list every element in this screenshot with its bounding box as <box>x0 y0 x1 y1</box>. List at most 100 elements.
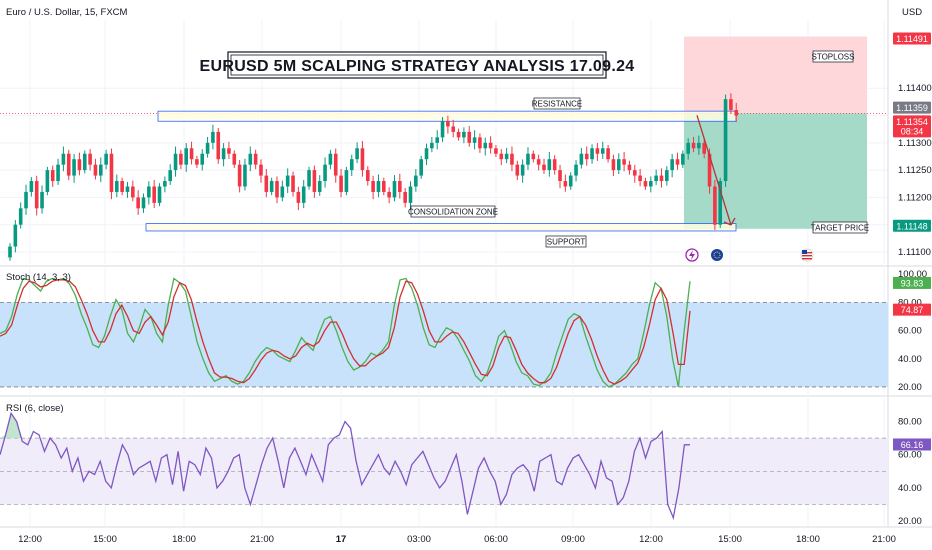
candle-body-33 <box>184 148 189 165</box>
consolidation-label-box <box>410 205 496 218</box>
candle-body-108 <box>584 153 589 160</box>
event-icons[interactable] <box>685 248 814 262</box>
candle-body-89 <box>483 142 488 149</box>
rsi-tick-3: 20.00 <box>898 516 922 527</box>
analysis-title-box: EURUSD 5M SCALPING STRATEGY ANALYSIS 17.… <box>200 51 634 79</box>
resistance-zone <box>157 110 737 122</box>
price-tag-countdown: 08:34 <box>901 126 924 136</box>
candle-body-93 <box>504 153 509 160</box>
candle-body-116 <box>627 164 632 171</box>
candle-body-27 <box>152 186 156 203</box>
support-zone <box>145 223 737 232</box>
candle-body-119 <box>643 181 648 187</box>
candle-body-95 <box>515 164 520 176</box>
candle-body-9 <box>56 164 60 182</box>
candle-body-39 <box>216 131 221 160</box>
candle-body-52 <box>285 175 290 187</box>
stoch-tick-0: 100.00 <box>898 269 927 280</box>
price-tag-value-2: 1.11354 <box>896 117 928 127</box>
candle-body-12 <box>72 159 76 176</box>
candle-body-76 <box>414 175 418 187</box>
candle-body-5 <box>34 181 39 209</box>
candle-body-6 <box>40 191 44 209</box>
candle-body-71 <box>387 191 391 198</box>
candle-body-32 <box>179 153 183 165</box>
candle-body-92 <box>499 153 504 160</box>
resistance-label: RESISTANCE <box>532 100 583 109</box>
candle-body-43 <box>237 164 242 187</box>
candle-body-34 <box>189 148 194 160</box>
time-tick-5: 03:00 <box>407 534 431 545</box>
candle-body-0 <box>8 246 12 258</box>
stoch-k-value: 93.83 <box>901 278 924 288</box>
candle-body-47 <box>259 164 263 176</box>
candle-body-61 <box>333 153 338 176</box>
rsi-tick-0: 80.00 <box>898 417 922 428</box>
candle-body-15 <box>88 153 92 165</box>
stoch-tick-3: 40.00 <box>898 354 922 365</box>
time-tick-3: 21:00 <box>250 534 274 545</box>
candle-body-45 <box>248 153 253 165</box>
candle-body-54 <box>296 191 301 203</box>
stoch-tick-2: 60.00 <box>898 326 922 337</box>
candle-body-123 <box>665 170 669 182</box>
candlestick-series <box>8 93 739 261</box>
rsi-panel <box>0 411 888 520</box>
candle-body-103 <box>558 170 562 182</box>
candle-body-57 <box>312 170 317 192</box>
candle-body-109 <box>590 148 594 160</box>
candle-body-38 <box>211 131 215 143</box>
time-tick-6: 06:00 <box>484 534 508 545</box>
candle-body-126 <box>681 153 685 165</box>
candle-body-60 <box>328 153 333 165</box>
candle-body-59 <box>323 164 327 182</box>
candle-body-134 <box>723 99 728 182</box>
candle-body-22 <box>125 186 130 192</box>
candle-body-41 <box>227 148 231 154</box>
candle-body-42 <box>232 153 237 165</box>
candle-body-80 <box>435 137 439 143</box>
candle-body-55 <box>301 186 306 203</box>
candle-body-24 <box>136 197 140 209</box>
stoploss-label-box <box>812 50 854 63</box>
candle-body-16 <box>93 164 98 176</box>
candle-body-121 <box>654 175 658 182</box>
resistance-label-box <box>533 97 581 110</box>
time-tick-9: 15:00 <box>718 534 742 545</box>
stoch-title: Stoch (14, 3, 3) <box>6 272 71 283</box>
price-tick-2: 1.11250 <box>898 165 932 176</box>
candle-body-56 <box>307 170 311 187</box>
target-zone <box>684 113 867 229</box>
candle-body-135 <box>729 99 733 111</box>
candle-body-127 <box>686 142 690 154</box>
candle-body-115 <box>622 159 626 165</box>
candle-body-67 <box>365 170 370 182</box>
candle-body-35 <box>195 159 199 165</box>
price-tick-4: 1.11100 <box>898 247 931 258</box>
price-tag-2 <box>893 115 931 138</box>
candle-body-112 <box>606 148 610 160</box>
candle-body-10 <box>61 153 66 165</box>
price-tag-value-3: 1.11148 <box>896 221 927 231</box>
candle-body-75 <box>408 186 413 203</box>
consolidation-label: CONSOLIDATION ZONE <box>408 208 498 217</box>
support-label: SUPPORT <box>547 238 586 247</box>
stoploss-label: STOPLOSS <box>812 53 855 62</box>
candle-body-128 <box>691 142 696 149</box>
candle-body-101 <box>547 159 552 171</box>
rsi-line <box>0 411 690 520</box>
candle-body-49 <box>269 181 274 192</box>
stoch-axis: 100.00 80.00 60.00 40.00 20.00 93.83 74.87 <box>893 269 931 393</box>
currency-label: USD <box>902 7 922 18</box>
candle-body-107 <box>579 153 584 165</box>
time-tick-11: 21:00 <box>872 534 896 545</box>
candle-body-85 <box>462 131 466 138</box>
eu-flag-icon[interactable] <box>711 249 723 261</box>
candle-body-51 <box>280 186 285 198</box>
candle-body-104 <box>563 181 568 187</box>
time-tick-2: 18:00 <box>172 534 196 545</box>
candle-body-129 <box>697 142 701 149</box>
candle-body-97 <box>526 153 530 165</box>
candle-body-86 <box>467 131 472 143</box>
